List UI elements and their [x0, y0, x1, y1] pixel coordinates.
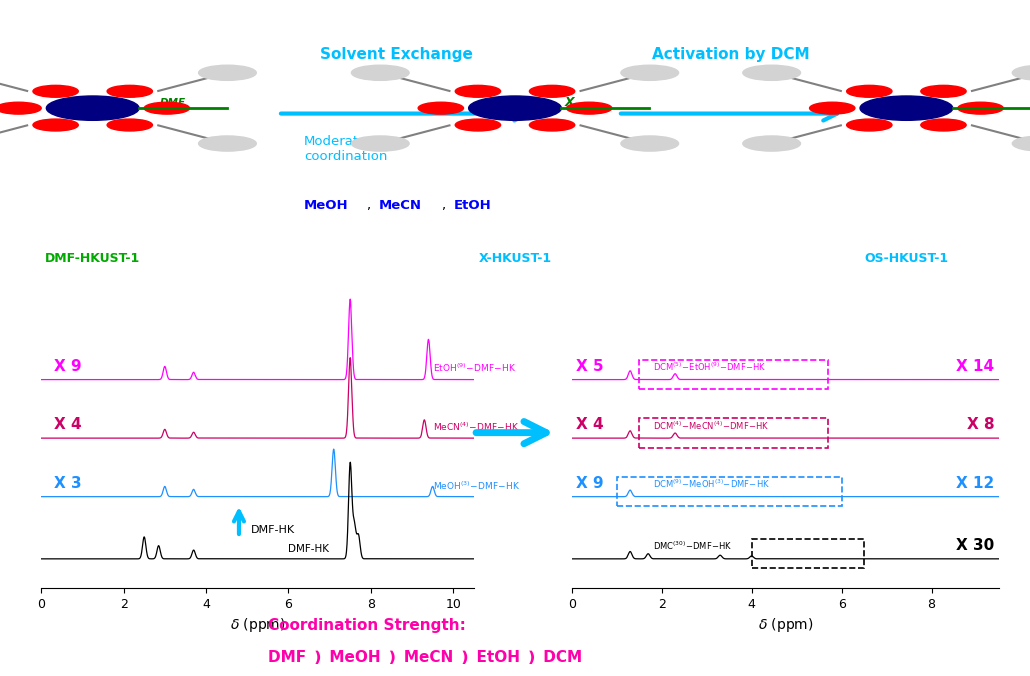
Text: X 5: X 5	[576, 359, 604, 374]
Circle shape	[860, 96, 953, 120]
Text: DMF-HK: DMF-HK	[251, 525, 296, 535]
Text: MeOH: MeOH	[304, 199, 348, 212]
Circle shape	[1012, 136, 1030, 151]
Circle shape	[33, 85, 78, 97]
Bar	[640, 360, 828, 389]
Text: X 8: X 8	[967, 418, 995, 433]
Circle shape	[199, 136, 256, 151]
Text: $\mathrm{MeCN^{(4)}\!-\!DMF\!-\!HK}$: $\mathrm{MeCN^{(4)}\!-\!DMF\!-\!HK}$	[433, 420, 519, 433]
Circle shape	[46, 96, 139, 120]
Text: X 4: X 4	[576, 418, 604, 433]
Circle shape	[144, 102, 190, 114]
Circle shape	[199, 65, 256, 80]
Text: X 9: X 9	[54, 359, 81, 374]
Text: X 12: X 12	[956, 476, 995, 491]
Text: ,: ,	[441, 199, 445, 212]
Text: $\mathrm{MeOH^{(3)}\!-\!DMF\!-\!HK}$: $\mathrm{MeOH^{(3)}\!-\!DMF\!-\!HK}$	[433, 479, 520, 491]
Text: $\mathrm{DCM^{(9)}\!-\!MeOH^{(3)}\!-\!DMF\!-\!HK}$: $\mathrm{DCM^{(9)}\!-\!MeOH^{(3)}\!-\!DM…	[653, 478, 769, 490]
Text: OS-HKUST-1: OS-HKUST-1	[864, 252, 949, 265]
Text: $\mathrm{DCM^{(4)}\!-\!MeCN^{(4)}\!-\!DMF\!-\!HK}$: $\mathrm{DCM^{(4)}\!-\!MeCN^{(4)}\!-\!DM…	[653, 419, 769, 431]
Circle shape	[921, 85, 966, 97]
Circle shape	[621, 65, 679, 80]
Text: DMF: DMF	[160, 98, 185, 107]
Bar	[752, 539, 864, 569]
Text: EtOH: EtOH	[454, 199, 492, 212]
Circle shape	[33, 119, 78, 131]
Circle shape	[469, 96, 561, 120]
X-axis label: $\delta$ (ppm): $\delta$ (ppm)	[230, 617, 285, 634]
Circle shape	[455, 119, 501, 131]
Text: Moderate
coordination: Moderate coordination	[304, 135, 387, 163]
Bar	[640, 418, 828, 448]
Circle shape	[455, 85, 501, 97]
Text: X 3: X 3	[54, 476, 81, 491]
Circle shape	[566, 102, 612, 114]
Text: X 9: X 9	[576, 476, 604, 491]
Circle shape	[529, 119, 575, 131]
Circle shape	[847, 85, 892, 97]
Text: $\mathrm{DCM^{(5)}\!-\!EtOH^{(9)}\!-\!DMF\!-\!HK}$: $\mathrm{DCM^{(5)}\!-\!EtOH^{(9)}\!-\!DM…	[653, 360, 766, 373]
X-axis label: $\delta$ (ppm): $\delta$ (ppm)	[757, 617, 814, 634]
Text: Solvent Exchange: Solvent Exchange	[320, 47, 473, 62]
Text: ,: ,	[366, 199, 370, 212]
Circle shape	[107, 119, 152, 131]
Text: X 30: X 30	[956, 538, 995, 553]
Text: DMF ❫ MeOH ❫ MeCN ❫ EtOH ❫ DCM: DMF ❫ MeOH ❫ MeCN ❫ EtOH ❫ DCM	[268, 650, 582, 665]
Circle shape	[351, 65, 409, 80]
Circle shape	[107, 85, 152, 97]
Text: Activation by DCM: Activation by DCM	[652, 47, 811, 62]
Text: X-HKUST-1: X-HKUST-1	[479, 252, 551, 265]
Circle shape	[351, 136, 409, 151]
Circle shape	[1012, 65, 1030, 80]
Text: X: X	[564, 96, 574, 110]
Circle shape	[529, 85, 575, 97]
Circle shape	[921, 119, 966, 131]
Circle shape	[958, 102, 1003, 114]
Circle shape	[743, 65, 800, 80]
Text: X 4: X 4	[54, 418, 81, 433]
Circle shape	[743, 136, 800, 151]
Text: MeCN: MeCN	[379, 199, 422, 212]
Bar	[617, 477, 842, 506]
Text: X 14: X 14	[957, 359, 995, 374]
Circle shape	[810, 102, 855, 114]
Circle shape	[418, 102, 464, 114]
Text: $\mathrm{EtOH^{(9)}\!-\!DMF\!-\!HK}$: $\mathrm{EtOH^{(9)}\!-\!DMF\!-\!HK}$	[433, 362, 516, 375]
Text: Coordination Strength:: Coordination Strength:	[268, 618, 466, 633]
Text: DMF-HK: DMF-HK	[288, 544, 330, 554]
Circle shape	[847, 119, 892, 131]
Circle shape	[621, 136, 679, 151]
Text: $\mathrm{DMC^{(30)}\!-\!DMF\!-\!HK}$: $\mathrm{DMC^{(30)}\!-\!DMF\!-\!HK}$	[653, 540, 732, 552]
Text: DMF-HKUST-1: DMF-HKUST-1	[45, 252, 140, 265]
Circle shape	[0, 102, 41, 114]
